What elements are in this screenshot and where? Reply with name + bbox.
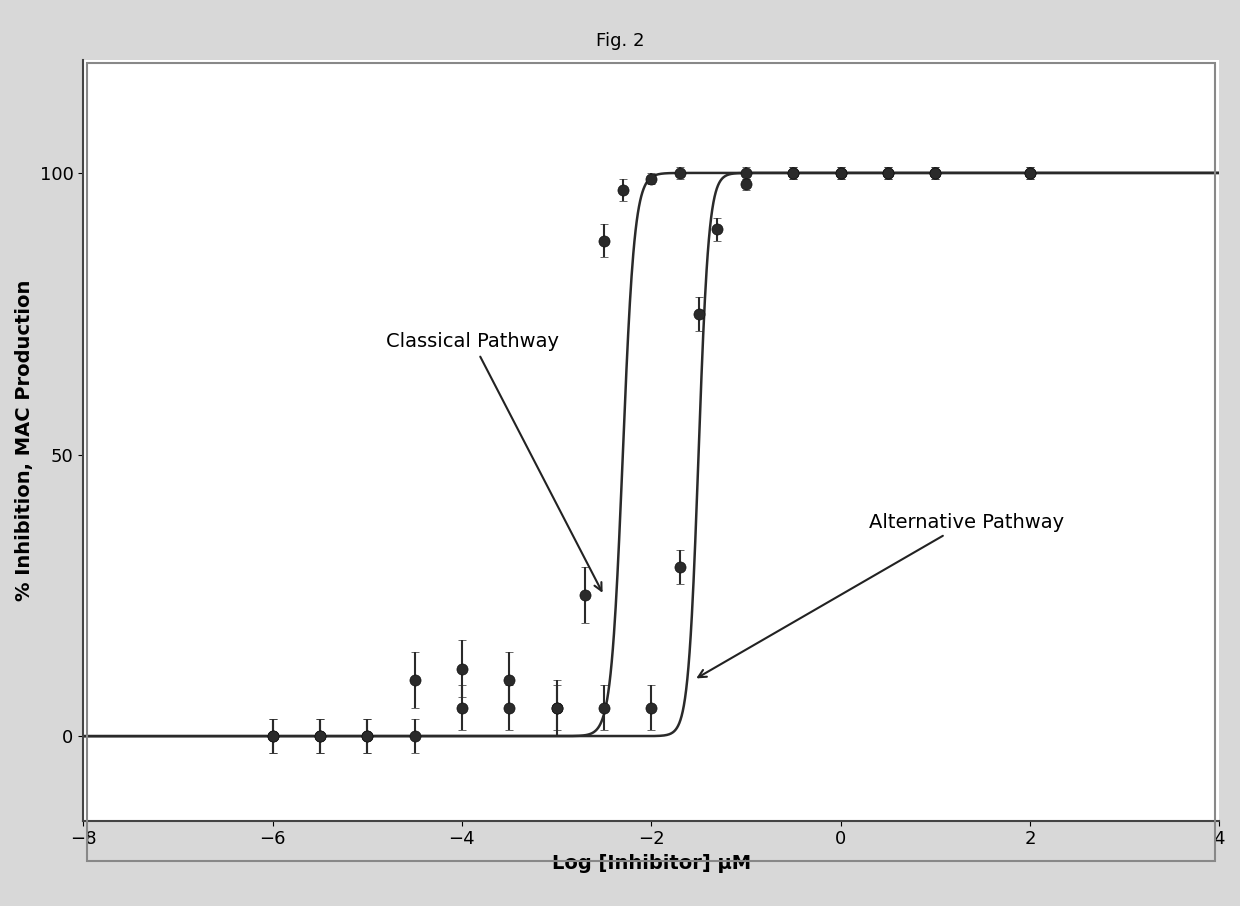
Text: Classical Pathway: Classical Pathway (386, 333, 601, 591)
Y-axis label: % Inhibition, MAC Production: % Inhibition, MAC Production (15, 280, 33, 602)
X-axis label: Log [Inhibitor] μM: Log [Inhibitor] μM (552, 853, 750, 872)
Text: Fig. 2: Fig. 2 (595, 32, 645, 50)
Text: Alternative Pathway: Alternative Pathway (698, 513, 1064, 678)
